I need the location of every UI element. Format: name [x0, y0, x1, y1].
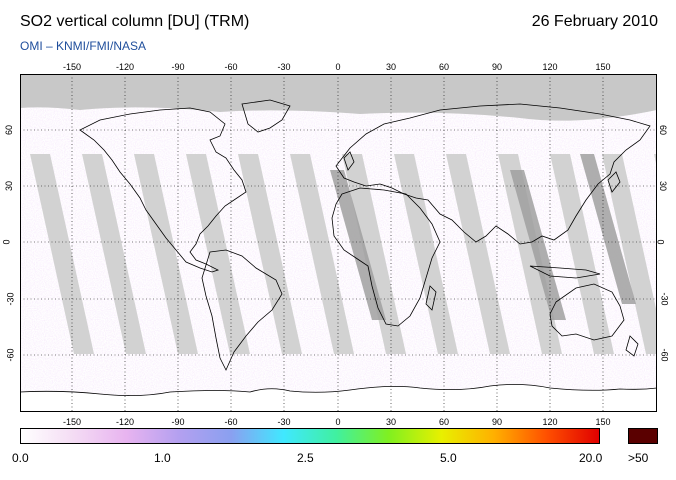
lon-tick-bottom: 90 — [491, 417, 503, 427]
lon-tick-top: 150 — [595, 62, 611, 72]
colorbar-overflow-box — [628, 428, 658, 444]
north-america-outline — [79, 107, 247, 273]
lon-tick-top: -150 — [62, 62, 82, 72]
new-zealand-outline — [625, 335, 639, 357]
indonesia-outline — [529, 265, 601, 279]
lon-tick-bottom: -120 — [115, 417, 135, 427]
orbit-gap-swath — [498, 154, 562, 354]
lon-tick-top: 60 — [438, 62, 450, 72]
lon-tick-bottom: 120 — [542, 417, 558, 427]
orbit-gap-swath — [394, 154, 458, 354]
lon-tick-bottom: 30 — [385, 417, 397, 427]
colorbar-label: 5.0 — [440, 451, 457, 465]
lat-tick-left: 30 — [4, 180, 15, 192]
orbit-gap-swath — [30, 154, 94, 354]
lon-tick-bottom: -150 — [62, 417, 82, 427]
orbit-gap-swath — [602, 154, 657, 354]
orbit-gap-swath — [550, 154, 614, 354]
colorbar-label: 1.0 — [154, 451, 171, 465]
lon-tick-top: 120 — [542, 62, 558, 72]
orbit-gap-swath — [290, 154, 354, 354]
lon-tick-top: 90 — [491, 62, 503, 72]
lat-tick-left: 60 — [4, 124, 15, 136]
polar-night-north — [20, 74, 657, 121]
lat-tick-right: 30 — [658, 180, 669, 192]
colorbar-label: 20.0 — [579, 451, 603, 465]
continent-outlines — [79, 99, 651, 371]
lat-tick-left: -60 — [5, 348, 16, 362]
lat-tick-right: -30 — [659, 292, 670, 306]
map-date: 26 February 2010 — [531, 13, 658, 30]
row-anomaly-swath — [580, 154, 636, 304]
row-anomaly-swaths — [330, 154, 636, 320]
orbit-gap-swath — [82, 154, 146, 354]
eurasia-outline — [335, 103, 651, 245]
orbit-gap-swath — [446, 154, 510, 354]
lon-tick-bottom: -60 — [224, 417, 238, 427]
madagascar-outline — [425, 285, 437, 311]
so2-world-map — [20, 74, 657, 412]
lon-tick-bottom: 0 — [335, 417, 341, 427]
lon-tick-bottom: 60 — [438, 417, 450, 427]
so2-noise-texture — [20, 74, 657, 412]
south-america-outline — [201, 249, 283, 371]
lat-tick-right: -60 — [659, 348, 670, 362]
uk-outline — [343, 151, 355, 171]
orbit-gap-swath — [134, 154, 198, 354]
data-source-credit: OMI – KNMI/FMI/NASA — [20, 39, 147, 53]
lon-tick-top: -120 — [115, 62, 135, 72]
row-anomaly-swath — [510, 170, 566, 320]
row-anomaly-swath — [330, 170, 386, 320]
africa-outline — [331, 187, 441, 327]
greenland-outline — [241, 99, 291, 133]
lon-tick-bottom: 150 — [595, 417, 611, 427]
orbit-gap-swath — [238, 154, 302, 354]
lon-tick-bottom: -90 — [171, 417, 185, 427]
lat-tick-left: -30 — [5, 292, 16, 306]
lat-tick-right: 0 — [655, 239, 666, 245]
colorbar-gradient — [21, 429, 599, 443]
lon-tick-top: 30 — [385, 62, 397, 72]
lat-tick-right: 60 — [658, 124, 669, 136]
colorbar-label: 2.5 — [297, 451, 314, 465]
lon-tick-top: -60 — [224, 62, 238, 72]
map-title: SO2 vertical column [DU] (TRM) — [20, 13, 250, 30]
lon-tick-top: -30 — [277, 62, 291, 72]
lon-tick-top: 0 — [335, 62, 341, 72]
japan-outline — [607, 171, 621, 193]
australia-outline — [549, 283, 625, 341]
lon-tick-bottom: -30 — [277, 417, 291, 427]
graticule — [20, 74, 657, 412]
antarctica-outline — [20, 384, 657, 412]
colorbar-label: 0.0 — [12, 451, 29, 465]
colorbar-overflow-label: >50 — [628, 451, 649, 465]
orbit-gap-swath — [186, 154, 250, 354]
orbit-gap-swaths — [30, 154, 657, 354]
map-frame — [20, 74, 657, 412]
lat-tick-left: 0 — [1, 239, 12, 245]
colorbar — [20, 428, 600, 444]
orbit-gap-swath — [342, 154, 406, 354]
lon-tick-top: -90 — [171, 62, 185, 72]
